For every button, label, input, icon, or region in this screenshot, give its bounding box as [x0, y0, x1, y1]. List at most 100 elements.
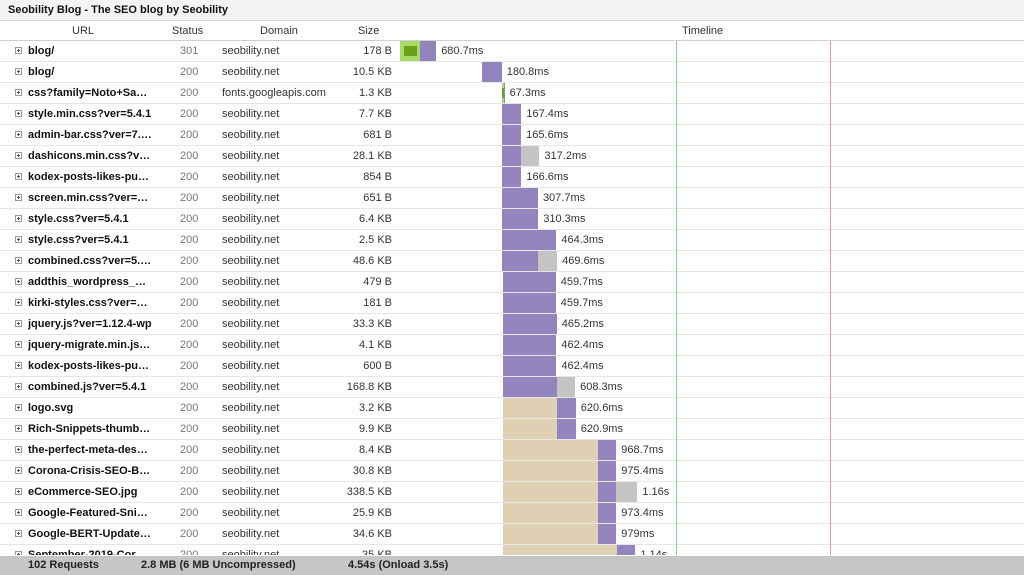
timeline-receive-bar — [502, 377, 557, 397]
request-row[interactable]: style.min.css?ver=5.4.1 200 seobility.net 7… — [0, 104, 1024, 125]
request-duration: 462.4ms — [561, 360, 604, 372]
expand-icon[interactable] — [15, 509, 22, 516]
request-url: style.css?ver=5.4.1 — [28, 234, 129, 246]
request-row[interactable]: addthis_wordpress_… 200 seobility.net 479 B… — [0, 272, 1024, 293]
request-duration: 979ms — [621, 528, 655, 540]
request-duration: 180.8ms — [506, 66, 549, 78]
request-duration: 166.6ms — [526, 171, 569, 183]
expand-icon[interactable] — [15, 467, 22, 474]
timeline-blocked-bar — [556, 377, 576, 397]
expand-icon[interactable] — [15, 446, 22, 453]
request-row[interactable]: admin-bar.css?ver=7.… 200 seobility.net 681… — [0, 125, 1024, 146]
request-row[interactable]: screen.min.css?ver=… 200 seobility.net 651 … — [0, 188, 1024, 209]
request-url: Corona-Crisis-SEO-B… — [28, 465, 151, 477]
column-header-url[interactable]: URL — [72, 25, 95, 37]
request-row[interactable]: blog/301 seobility.net 178 B 680.7ms — [0, 41, 1024, 62]
column-header-timeline[interactable]: Timeline — [682, 25, 724, 37]
expand-icon[interactable] — [15, 173, 22, 180]
request-row[interactable]: combined.js?ver=5.4.1 200 seobility.net 168… — [0, 377, 1024, 398]
expand-icon[interactable] — [15, 47, 22, 54]
request-domain: seobility.net — [222, 381, 280, 393]
footer-total-time: 4.54s (Onload 3.5s) — [348, 559, 449, 571]
column-header-status[interactable]: Status — [172, 25, 204, 37]
request-row[interactable]: logo.svg 200 seobility.net 3.2 KB 620.6ms — [0, 398, 1024, 419]
expand-icon[interactable] — [15, 278, 22, 285]
expand-icon[interactable] — [15, 215, 22, 222]
request-row[interactable]: Rich-Snippets-thumb… 200 seobility.net 9.9 … — [0, 419, 1024, 440]
request-row[interactable]: September-2019-Cor… 200 seobility.net 35 KB… — [0, 545, 1024, 555]
dom-content-loaded-line — [676, 41, 677, 555]
expand-icon[interactable] — [15, 299, 22, 306]
expand-icon[interactable] — [15, 194, 22, 201]
request-size: 3.2 KB — [358, 402, 392, 414]
expand-icon[interactable] — [15, 152, 22, 159]
timeline-receive-bar — [502, 356, 557, 376]
request-row[interactable]: kodex-posts-likes-pu… 200 seobility.net 854… — [0, 167, 1024, 188]
summary-footer: 102 Requests 2.8 MB (6 MB Uncompressed) … — [0, 556, 1024, 575]
expand-icon[interactable] — [15, 488, 22, 495]
request-row[interactable]: eCommerce-SEO.jpg 200 seobility.net 338.5 K… — [0, 482, 1024, 503]
request-row[interactable]: blog/200 seobility.net 10.5 KB 180.8ms — [0, 62, 1024, 83]
expand-icon[interactable] — [15, 341, 22, 348]
expand-icon[interactable] — [15, 68, 22, 75]
request-domain: seobility.net — [222, 108, 280, 120]
expand-icon[interactable] — [15, 257, 22, 264]
expand-icon[interactable] — [15, 551, 22, 555]
request-row[interactable]: kirki-styles.css?ver=… 200 seobility.net 18… — [0, 293, 1024, 314]
expand-icon[interactable] — [15, 425, 22, 432]
timeline-receive-bar — [502, 314, 557, 334]
request-row[interactable]: Google-BERT-Update… 200 seobility.net 34.6 … — [0, 524, 1024, 545]
request-url: logo.svg — [28, 402, 74, 414]
timeline-wait-bar — [502, 419, 558, 439]
expand-icon[interactable] — [15, 320, 22, 327]
request-duration: 317.2ms — [544, 150, 587, 162]
request-duration: 620.9ms — [580, 423, 623, 435]
request-url: dashicons.min.css?v… — [28, 150, 151, 162]
request-status: 200 — [180, 66, 199, 78]
request-url: jquery-migrate.min.js… — [28, 339, 151, 351]
request-row[interactable]: the-perfect-meta-des… 200 seobility.net 8.4… — [0, 440, 1024, 461]
request-row[interactable]: Google-Featured-Sni… 200 seobility.net 25.9… — [0, 503, 1024, 524]
expand-icon[interactable] — [15, 131, 22, 138]
request-status: 200 — [180, 465, 199, 477]
request-duration: 1.16s — [642, 486, 670, 498]
request-row[interactable]: style.css?ver=5.4.1 200 seobility.net 6.4 K… — [0, 209, 1024, 230]
request-url: Google-Featured-Sni… — [28, 507, 148, 519]
request-domain: seobility.net — [222, 150, 280, 162]
request-row[interactable]: kodex-posts-likes-pu… 200 seobility.net 600… — [0, 356, 1024, 377]
expand-icon[interactable] — [15, 236, 22, 243]
timeline-receive-bar — [501, 146, 522, 166]
expand-icon[interactable] — [15, 383, 22, 390]
request-status: 200 — [180, 171, 199, 183]
request-size: 651 B — [363, 192, 392, 204]
request-row[interactable]: jquery.js?ver=1.12.4-wp 200 seobility.net 3… — [0, 314, 1024, 335]
request-duration: 459.7ms — [560, 276, 603, 288]
expand-icon[interactable] — [15, 89, 22, 96]
expand-icon[interactable] — [15, 404, 22, 411]
request-url: eCommerce-SEO.jpg — [28, 486, 138, 498]
request-status: 200 — [180, 150, 199, 162]
request-duration: 307.7ms — [542, 192, 586, 204]
request-row[interactable]: jquery-migrate.min.js… 200 seobility.net 4.… — [0, 335, 1024, 356]
request-domain: seobility.net — [222, 444, 280, 456]
request-row[interactable]: dashicons.min.css?v… 200 seobility.net 28.1… — [0, 146, 1024, 167]
timeline-receive-bar — [597, 440, 617, 460]
column-header-domain[interactable]: Domain — [260, 25, 298, 37]
request-domain: seobility.net — [222, 549, 280, 555]
request-size: 10.5 KB — [352, 66, 392, 78]
request-status: 200 — [180, 486, 199, 498]
request-row[interactable]: combined.css?ver=5.… 200 seobility.net 48.6… — [0, 251, 1024, 272]
request-url: blog/ — [28, 45, 55, 57]
expand-icon[interactable] — [15, 362, 22, 369]
request-row[interactable]: css?family=Noto+Sa… 200 fonts.googleapis.c… — [0, 83, 1024, 104]
expand-icon[interactable] — [15, 530, 22, 537]
request-list: blog/301 seobility.net 178 B 680.7ms blog/20… — [0, 41, 1024, 555]
expand-icon[interactable] — [15, 110, 22, 117]
request-row[interactable]: Corona-Crisis-SEO-B… 200 seobility.net 30.8… — [0, 461, 1024, 482]
request-url: the-perfect-meta-des… — [28, 444, 148, 456]
timeline-receive-bar — [482, 62, 502, 82]
column-header-size[interactable]: Size — [358, 25, 380, 37]
request-size: 854 B — [363, 171, 392, 183]
request-duration: 968.7ms — [621, 444, 664, 456]
request-row[interactable]: style.css?ver=5.4.1 200 seobility.net 2.5 K… — [0, 230, 1024, 251]
